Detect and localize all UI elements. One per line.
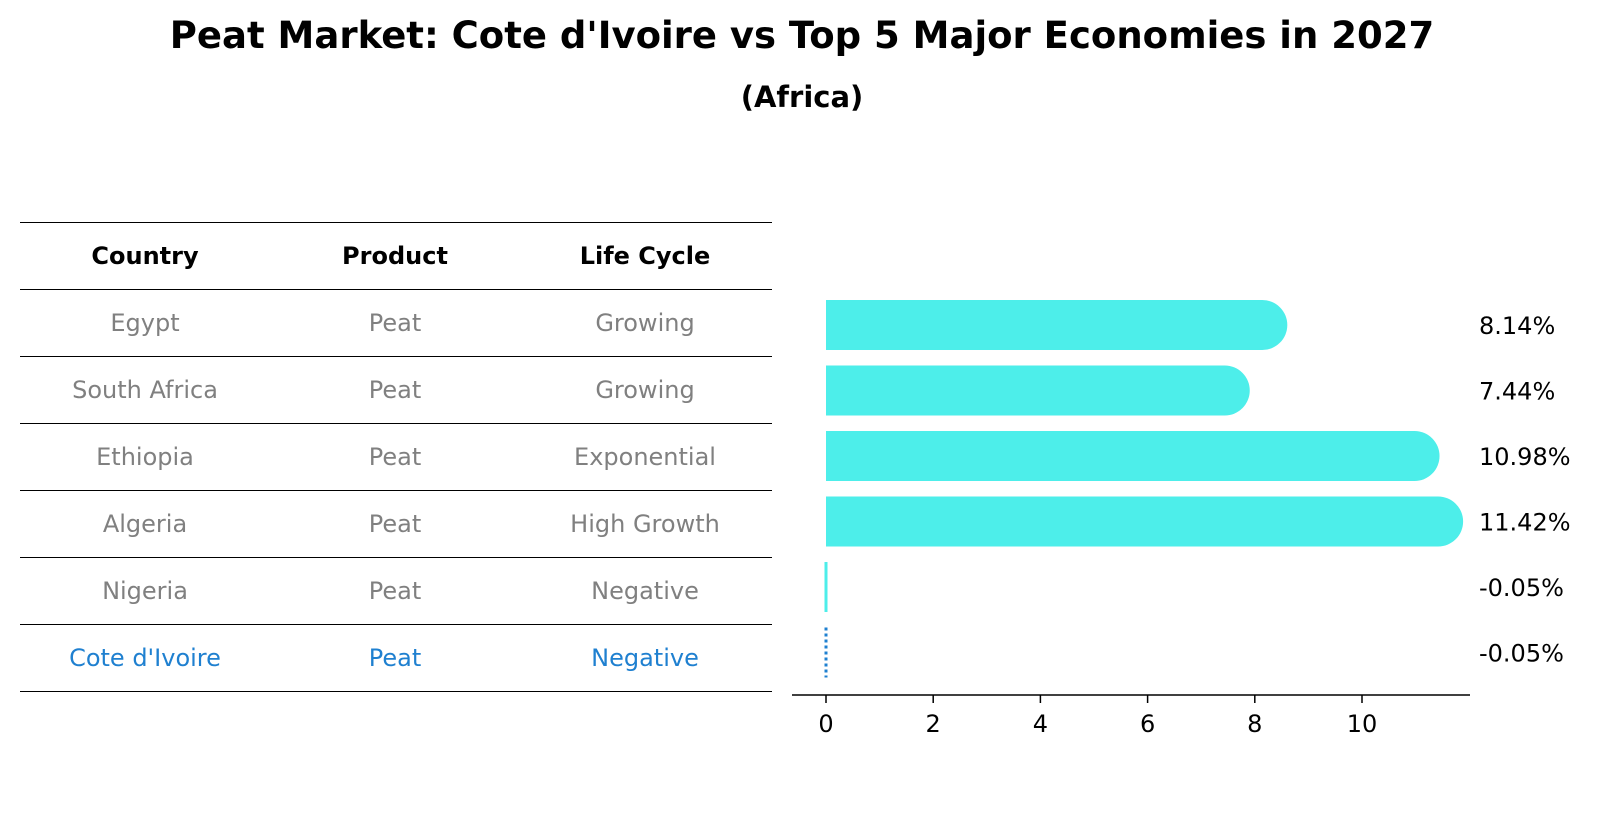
- x-tick-label: 8: [1247, 710, 1262, 738]
- value-label: 8.14%: [1479, 312, 1555, 340]
- bar: [826, 431, 1440, 481]
- life-cycle-cell: Exponential: [574, 443, 716, 471]
- country-cell: South Africa: [72, 376, 218, 404]
- table-row: South Africa Peat Growing: [20, 356, 772, 423]
- country-cell: Ethiopia: [96, 443, 194, 471]
- value-label: 11.42%: [1479, 509, 1571, 537]
- x-tick-label: 2: [926, 710, 941, 738]
- table-row: Algeria Peat High Growth: [20, 490, 772, 557]
- table-row: Ethiopia Peat Exponential: [20, 423, 772, 490]
- country-cell: Egypt: [110, 309, 180, 337]
- country-cell: Nigeria: [102, 577, 188, 605]
- value-label: 10.98%: [1479, 443, 1571, 471]
- header-country: Country: [91, 242, 199, 270]
- header-product: Product: [342, 242, 448, 270]
- life-cycle-cell: Growing: [595, 309, 695, 337]
- life-cycle-cell: Growing: [595, 376, 695, 404]
- product-cell: Peat: [368, 376, 422, 404]
- value-label: 7.44%: [1479, 378, 1555, 406]
- country-cell: Cote d'Ivoire: [69, 644, 221, 672]
- product-cell: Peat: [368, 644, 422, 672]
- x-tick-label: 6: [1140, 710, 1155, 738]
- table-row-highlighted: Cote d'Ivoire Peat Negative: [20, 624, 772, 692]
- x-tick-label: 4: [1033, 710, 1048, 738]
- life-cycle-cell: Negative: [591, 644, 699, 672]
- product-cell: Peat: [368, 577, 422, 605]
- table-row: Nigeria Peat Negative: [20, 557, 772, 624]
- header-life-cycle: Life Cycle: [579, 242, 711, 270]
- country-cell: Algeria: [102, 510, 188, 538]
- country-table: Country Product Life Cycle Egypt Peat Gr…: [20, 222, 772, 692]
- chart-title: Peat Market: Cote d'Ivoire vs Top 5 Majo…: [169, 14, 1435, 57]
- table-header-row: Country Product Life Cycle: [20, 222, 772, 289]
- value-label: -0.05%: [1479, 640, 1564, 668]
- value-label: -0.05%: [1479, 574, 1564, 602]
- chart-subtitle: (Africa): [740, 80, 864, 114]
- x-tick-label: 0: [818, 710, 833, 738]
- bar: [826, 496, 1464, 547]
- x-tick-label: 10: [1347, 710, 1378, 738]
- bar: [826, 365, 1250, 416]
- product-cell: Peat: [368, 510, 422, 538]
- life-cycle-cell: High Growth: [570, 510, 720, 538]
- table-row: Egypt Peat Growing: [20, 289, 772, 356]
- product-cell: Peat: [368, 309, 422, 337]
- life-cycle-cell: Negative: [591, 577, 699, 605]
- product-cell: Peat: [368, 443, 422, 471]
- bar: [826, 300, 1288, 350]
